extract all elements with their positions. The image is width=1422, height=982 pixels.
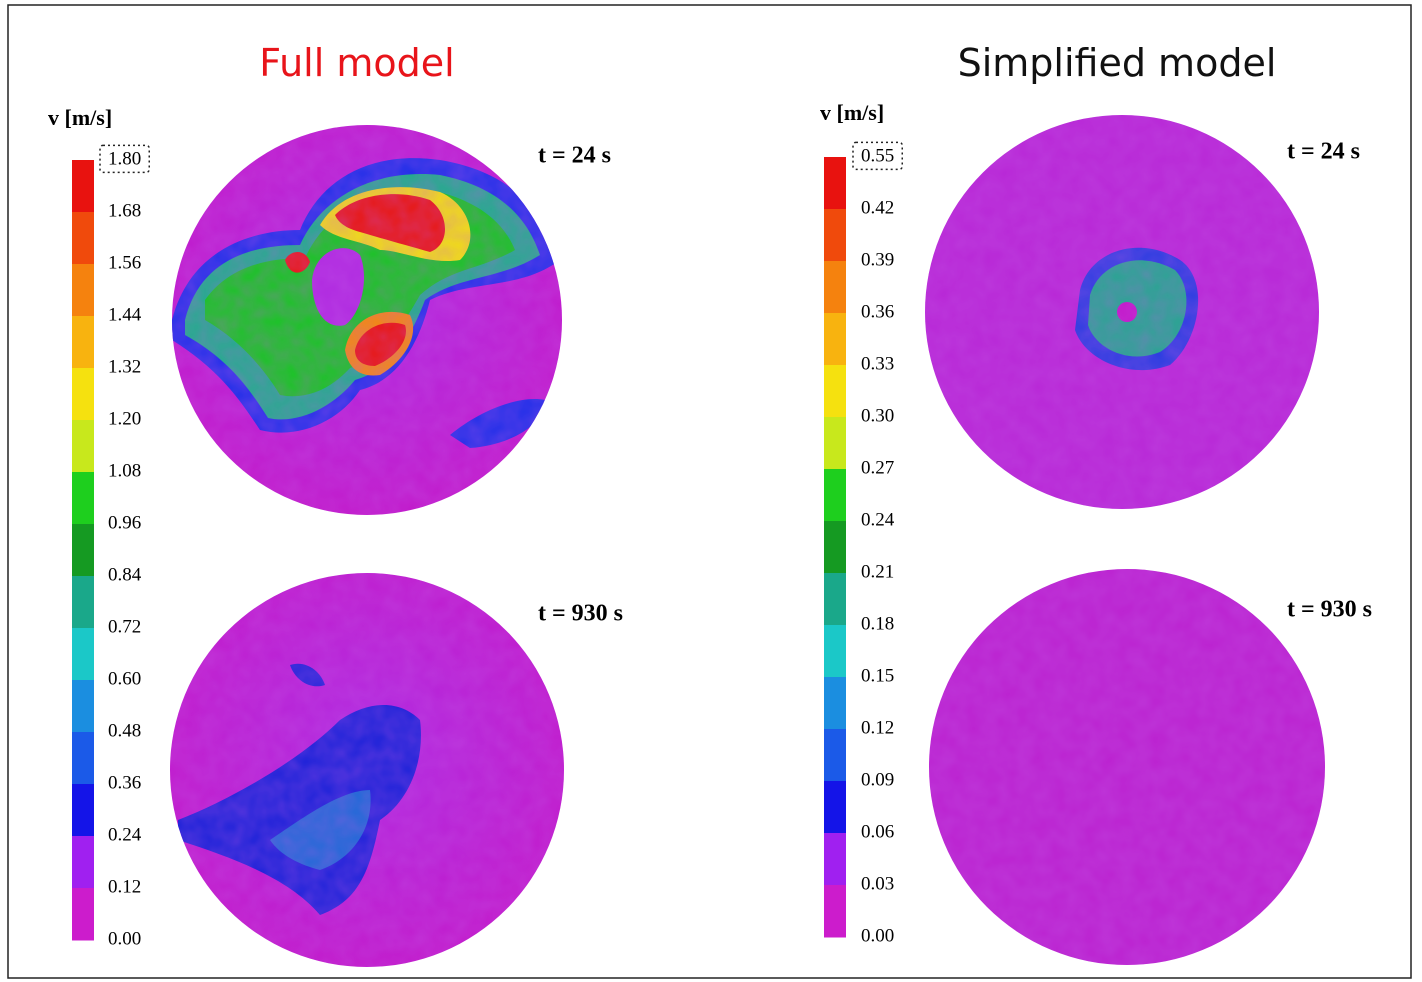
colorbar-band bbox=[824, 261, 846, 314]
colorbar-tick-label: 0.42 bbox=[861, 197, 894, 218]
colorbar-tick-label: 1.56 bbox=[108, 252, 141, 273]
colorbar-tick-label: 0.96 bbox=[108, 512, 141, 533]
colorbar-band bbox=[72, 160, 94, 213]
colorbar-tick-label: 0.72 bbox=[108, 616, 141, 637]
colorbar-band bbox=[824, 157, 846, 210]
colorbar-band bbox=[824, 833, 846, 886]
plot-full-930 bbox=[170, 573, 564, 967]
colorbar-tick-label: 0.24 bbox=[108, 824, 142, 845]
colorbar-tick-label: 0.00 bbox=[108, 928, 141, 949]
colorbar-tick-label: 1.44 bbox=[108, 304, 142, 325]
time-label: t = 24 s bbox=[538, 143, 611, 169]
colorbar-band bbox=[72, 888, 94, 941]
colorbar-band bbox=[824, 677, 846, 730]
time-label: t = 930 s bbox=[1287, 597, 1372, 623]
colorbar-band bbox=[72, 212, 94, 265]
colorbar-tick-label: 0.39 bbox=[861, 249, 894, 270]
plot-simplified-24 bbox=[925, 115, 1319, 509]
colorbar-band bbox=[824, 781, 846, 834]
colorbar-band bbox=[72, 576, 94, 629]
colorbar-tick-label: 0.18 bbox=[861, 613, 894, 634]
colorbar-tick-label: 0.00 bbox=[861, 925, 894, 946]
colorbar-band bbox=[72, 836, 94, 889]
colorbar-band bbox=[72, 264, 94, 317]
panel-title: Simplified model bbox=[958, 41, 1277, 85]
colorbar-band bbox=[72, 680, 94, 733]
panel-title: Full model bbox=[259, 41, 454, 85]
colorbar-tick-label: 0.84 bbox=[108, 564, 142, 585]
colorbar-band bbox=[72, 524, 94, 577]
colorbar-band bbox=[72, 628, 94, 681]
colorbar-band bbox=[824, 209, 846, 262]
colorbar-band bbox=[72, 784, 94, 837]
colorbar-tick-label: 0.12 bbox=[108, 876, 141, 897]
time-label: t = 930 s bbox=[538, 601, 623, 627]
colorbar-tick-label: 0.36 bbox=[108, 772, 141, 793]
colorbar-tick-label: 1.20 bbox=[108, 408, 141, 429]
colorbar-label: v [m/s] bbox=[820, 100, 884, 125]
plot-full-24 bbox=[172, 125, 562, 515]
colorbar-tick-label: 1.08 bbox=[108, 460, 141, 481]
colorbar-band bbox=[824, 313, 846, 366]
colorbar-tick-label: 0.06 bbox=[861, 821, 894, 842]
colorbar-tick-label: 0.24 bbox=[861, 509, 895, 530]
colorbar-band bbox=[824, 729, 846, 782]
colorbar-tick-label: 1.32 bbox=[108, 356, 141, 377]
colorbar-band bbox=[824, 521, 846, 574]
colorbar-tick-label: 0.09 bbox=[861, 769, 894, 790]
colorbar-tick-label: 0.60 bbox=[108, 668, 141, 689]
colorbar-band bbox=[824, 469, 846, 522]
colorbar-band bbox=[824, 365, 846, 418]
colorbar-band bbox=[72, 732, 94, 785]
colorbar-tick-label: 0.36 bbox=[861, 301, 894, 322]
plot-simplified-930 bbox=[929, 569, 1325, 965]
colorbar-band bbox=[824, 417, 846, 470]
colorbar-tick-label: 0.15 bbox=[861, 665, 894, 686]
colorbar-tick-label: 0.21 bbox=[861, 561, 894, 582]
colorbar-tick-label: 0.48 bbox=[108, 720, 141, 741]
colorbar-tick-label: 0.27 bbox=[861, 457, 894, 478]
colorbar-tick-label: 1.80 bbox=[108, 148, 141, 169]
colorbar-tick-label: 0.03 bbox=[861, 873, 894, 894]
colorbar-tick-label: 0.30 bbox=[861, 405, 894, 426]
time-label: t = 24 s bbox=[1287, 139, 1360, 165]
colorbar-label: v [m/s] bbox=[48, 105, 112, 130]
colorbar-band bbox=[72, 420, 94, 473]
colorbar-tick-label: 0.55 bbox=[861, 145, 894, 166]
colorbar-tick-label: 0.33 bbox=[861, 353, 894, 374]
figure: Full model Simplified model bbox=[0, 0, 1422, 982]
colorbar-tick-label: 1.68 bbox=[108, 200, 141, 221]
colorbar-band bbox=[72, 472, 94, 525]
colorbar-band bbox=[72, 316, 94, 369]
colorbar-band bbox=[72, 368, 94, 421]
colorbar-band bbox=[824, 885, 846, 938]
colorbar-band bbox=[824, 625, 846, 678]
colorbar-band bbox=[824, 573, 846, 626]
colorbar-tick-label: 0.12 bbox=[861, 717, 894, 738]
